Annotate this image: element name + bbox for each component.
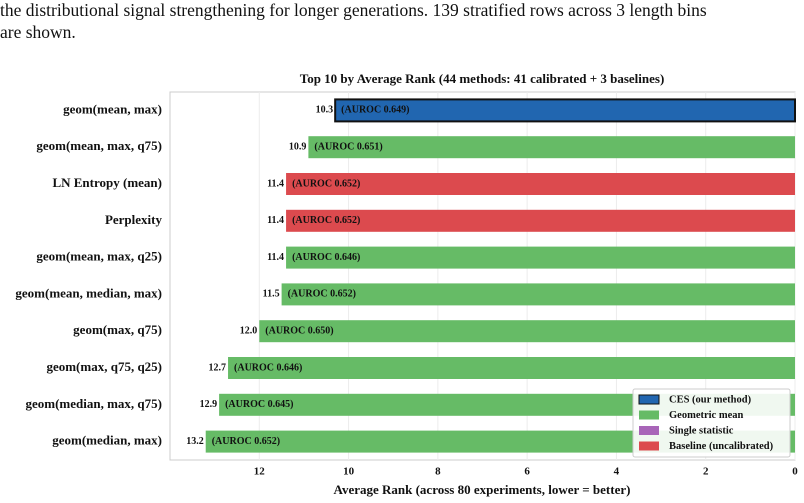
legend-label: Single statistic	[669, 425, 734, 436]
y-tick-label: geom(max, q75, q25)	[46, 359, 162, 374]
paragraph-line: the distributional signal strengthening …	[0, 0, 707, 20]
x-axis-label: Average Rank (across 80 experiments, low…	[334, 482, 631, 497]
value-label: 11.4	[267, 252, 284, 263]
value-label: 11.4	[267, 178, 284, 189]
auroc-label: (AUROC 0.646)	[234, 362, 302, 373]
bar	[259, 320, 795, 343]
auroc-label: (AUROC 0.652)	[292, 178, 360, 189]
legend-swatch	[638, 394, 660, 405]
value-label: 12.9	[200, 399, 218, 410]
y-tick-label: geom(mean, max, q75)	[36, 138, 162, 153]
auroc-label: (AUROC 0.646)	[292, 252, 360, 263]
chart-title: Top 10 by Average Rank (44 methods: 41 c…	[300, 71, 665, 86]
legend-swatch	[639, 410, 659, 420]
x-tick-label: 8	[435, 466, 441, 478]
y-tick-label: geom(mean, max)	[63, 101, 162, 116]
x-tick-label: 12	[254, 466, 266, 478]
auroc-label: (AUROC 0.652)	[212, 436, 280, 447]
auroc-label: (AUROC 0.650)	[265, 325, 333, 336]
y-tick-label: geom(max, q75)	[73, 322, 162, 337]
value-label: 12.7	[209, 362, 227, 373]
x-tick-label: 6	[524, 466, 530, 478]
bar	[308, 136, 795, 159]
auroc-label: (AUROC 0.645)	[225, 399, 293, 410]
bar	[286, 246, 795, 269]
y-tick-label: LN Entropy (mean)	[52, 175, 162, 190]
auroc-label: (AUROC 0.649)	[341, 105, 409, 116]
y-tick-label: geom(median, max)	[52, 433, 162, 448]
legend-label: CES (our method)	[669, 394, 752, 405]
x-tick-label: 0	[792, 466, 798, 478]
bar	[281, 283, 795, 306]
bar	[334, 98, 796, 123]
bar	[228, 357, 796, 379]
value-label: 10.3	[316, 105, 334, 116]
auroc-label: (AUROC 0.651)	[314, 141, 382, 152]
y-tick-label: geom(mean, median, max)	[15, 285, 162, 300]
paragraph-line: are shown.	[0, 22, 76, 42]
legend-box	[632, 388, 791, 458]
legend-label: Baseline (uncalibrated)	[669, 441, 774, 452]
y-tick-label: geom(median, max, q75)	[26, 396, 163, 411]
x-tick-label: 10	[343, 466, 355, 478]
auroc-label: (AUROC 0.652)	[292, 215, 360, 226]
value-label: 11.4	[267, 215, 284, 226]
bar	[286, 173, 795, 195]
legend-swatch	[639, 426, 659, 435]
legend-swatch	[639, 441, 659, 451]
x-tick-label: 2	[703, 466, 709, 478]
auroc-label: (AUROC 0.652)	[288, 289, 356, 300]
value-label: 13.2	[186, 436, 204, 447]
y-tick-label: Perplexity	[105, 212, 163, 227]
value-label: 12.0	[240, 325, 258, 336]
value-label: 11.5	[263, 289, 280, 300]
value-label: 10.9	[289, 141, 307, 152]
x-tick-label: 4	[614, 466, 620, 478]
legend-label: Geometric mean	[669, 410, 744, 421]
y-tick-label: geom(mean, max, q25)	[36, 249, 162, 264]
bar	[286, 209, 795, 232]
